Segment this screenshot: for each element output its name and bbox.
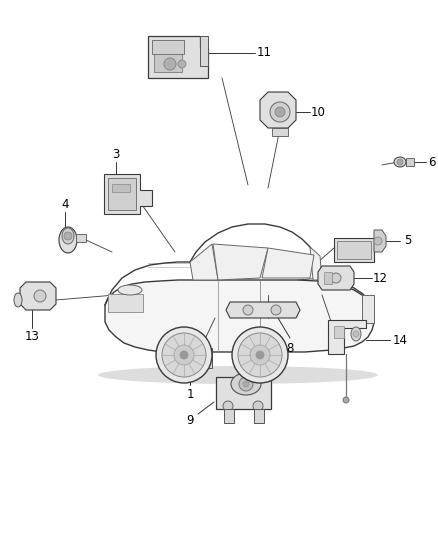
Circle shape xyxy=(343,397,349,403)
Polygon shape xyxy=(190,244,218,280)
Polygon shape xyxy=(310,247,322,280)
Circle shape xyxy=(275,107,285,117)
Polygon shape xyxy=(148,36,208,78)
Bar xyxy=(224,409,234,423)
Circle shape xyxy=(180,351,188,359)
Ellipse shape xyxy=(62,228,74,244)
Bar xyxy=(76,234,86,242)
Circle shape xyxy=(331,273,341,283)
Polygon shape xyxy=(260,92,296,128)
Circle shape xyxy=(397,159,403,165)
Bar xyxy=(180,356,190,364)
Circle shape xyxy=(156,327,212,383)
Text: 8: 8 xyxy=(286,342,294,354)
Circle shape xyxy=(353,331,359,337)
Polygon shape xyxy=(374,230,386,252)
Circle shape xyxy=(374,237,382,245)
Text: 4: 4 xyxy=(61,198,69,211)
Ellipse shape xyxy=(98,366,378,384)
Circle shape xyxy=(174,345,194,365)
Circle shape xyxy=(253,401,263,411)
Circle shape xyxy=(243,305,253,315)
Polygon shape xyxy=(226,302,300,318)
Bar xyxy=(108,294,143,312)
Text: 6: 6 xyxy=(428,156,436,168)
Polygon shape xyxy=(20,282,56,310)
Bar xyxy=(200,36,208,66)
Bar xyxy=(108,178,136,210)
Bar xyxy=(334,238,374,262)
Polygon shape xyxy=(262,248,314,278)
Circle shape xyxy=(34,290,46,302)
Polygon shape xyxy=(206,348,212,368)
Circle shape xyxy=(232,327,288,383)
Ellipse shape xyxy=(394,157,406,167)
Bar xyxy=(254,409,264,423)
Text: 3: 3 xyxy=(112,148,120,160)
Bar xyxy=(154,54,182,72)
Circle shape xyxy=(256,351,264,359)
Circle shape xyxy=(223,401,233,411)
Ellipse shape xyxy=(59,227,77,253)
Text: 12: 12 xyxy=(372,271,388,285)
Circle shape xyxy=(270,102,290,122)
Bar xyxy=(406,158,414,166)
Bar xyxy=(324,272,332,284)
Text: 9: 9 xyxy=(186,414,194,426)
Circle shape xyxy=(178,60,186,68)
Circle shape xyxy=(243,381,249,387)
Text: 10: 10 xyxy=(311,106,325,118)
Circle shape xyxy=(162,333,206,377)
Circle shape xyxy=(164,58,176,70)
Text: 11: 11 xyxy=(257,46,272,60)
Text: 14: 14 xyxy=(392,334,407,346)
Bar xyxy=(172,348,207,370)
Polygon shape xyxy=(328,320,366,354)
Circle shape xyxy=(239,377,253,391)
Polygon shape xyxy=(105,280,374,364)
Bar xyxy=(152,40,184,54)
Bar xyxy=(176,352,194,366)
Bar xyxy=(216,377,271,409)
Polygon shape xyxy=(318,266,354,290)
Bar xyxy=(334,326,344,338)
Ellipse shape xyxy=(231,373,261,395)
Circle shape xyxy=(64,232,72,240)
Ellipse shape xyxy=(351,327,361,341)
Polygon shape xyxy=(213,244,268,280)
Bar xyxy=(337,241,371,259)
Circle shape xyxy=(238,333,282,377)
Bar xyxy=(362,295,374,323)
Ellipse shape xyxy=(14,293,22,307)
Bar xyxy=(272,128,288,136)
Polygon shape xyxy=(104,174,152,214)
Circle shape xyxy=(271,305,281,315)
Circle shape xyxy=(250,345,270,365)
Ellipse shape xyxy=(118,285,142,295)
Text: 13: 13 xyxy=(25,330,39,343)
Text: 1: 1 xyxy=(186,387,194,400)
Text: 5: 5 xyxy=(404,235,412,247)
Bar xyxy=(112,184,130,192)
